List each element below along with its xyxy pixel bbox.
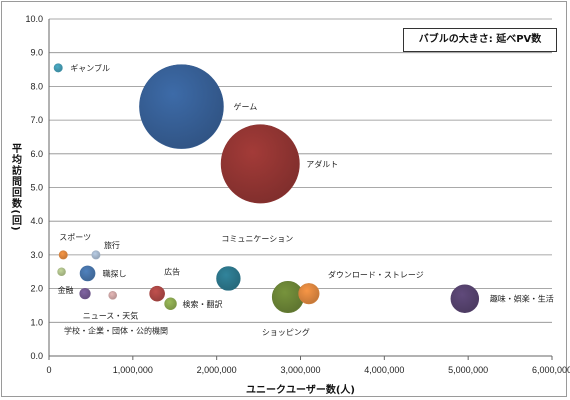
bubble-label: ギャンブル [70, 63, 110, 73]
bubble [139, 64, 224, 149]
bubble [79, 265, 96, 282]
bubble [53, 63, 63, 73]
bubble-label: コミュニケーション [221, 234, 293, 243]
bubble-label: 旅行 [104, 240, 120, 250]
bubble [57, 267, 66, 277]
bubble [216, 266, 241, 291]
x-tick-label: 1,000,000 [113, 365, 153, 375]
x-tick-label: 6,000,000 [532, 365, 570, 375]
y-tick-label: 9.0 [30, 48, 43, 58]
bubble-label: ショッピング [262, 327, 310, 337]
y-tick-label: 6.0 [30, 149, 43, 159]
bubble-label: 職探し [103, 268, 127, 278]
x-axis-title: ユニークユーザー数(人) [246, 383, 355, 396]
y-tick-label: 5.0 [30, 183, 43, 193]
x-tick-label: 5,000,000 [448, 365, 488, 375]
y-tick-label: 8.0 [30, 81, 43, 91]
bubble [149, 285, 165, 302]
bubble [79, 288, 91, 300]
x-tick-label: 0 [46, 365, 51, 375]
bubble [164, 297, 177, 311]
bubble [220, 124, 300, 204]
y-tick-label: 3.0 [30, 250, 43, 260]
y-axis-title: 平均訪問回数(回) [10, 143, 22, 231]
x-tick-label: 4,000,000 [364, 365, 404, 375]
bubble [450, 284, 480, 313]
bubble [108, 291, 118, 300]
size-legend-text: バブルの大きさ: 延べPV数 [418, 34, 542, 45]
y-tick-label: 7.0 [30, 115, 43, 125]
size-legend: バブルの大きさ: 延べPV数 [403, 28, 557, 52]
bubble [58, 250, 68, 260]
bubble-label: ニュース・天気 [83, 310, 139, 320]
x-tick-label: 3,000,000 [280, 365, 320, 375]
bubble-label: 学校・企業・団体・公的機関 [64, 326, 168, 336]
x-tick-label: 2,000,000 [197, 365, 237, 375]
y-tick-label: 4.0 [30, 216, 43, 226]
y-tick-label: 2.0 [30, 284, 43, 294]
bubble [91, 250, 101, 260]
bubble-label: ダウンロード・ストレージ [328, 270, 424, 280]
bubble-label: 趣味・娯楽・生活 [490, 294, 554, 304]
bubble-label: スポーツ [59, 233, 91, 242]
bubble-label: 広告 [164, 267, 180, 277]
y-tick-label: 10.0 [25, 14, 43, 24]
bubble-label: 検索・翻訳 [183, 299, 223, 309]
bubble [298, 283, 320, 305]
bubble-label: アダルト [306, 159, 338, 169]
bubble-label: 金融 [58, 285, 74, 295]
y-tick-label: 1.0 [30, 317, 43, 327]
y-tick-label: 0.0 [30, 351, 43, 361]
bubble-label: ゲーム [233, 102, 257, 112]
